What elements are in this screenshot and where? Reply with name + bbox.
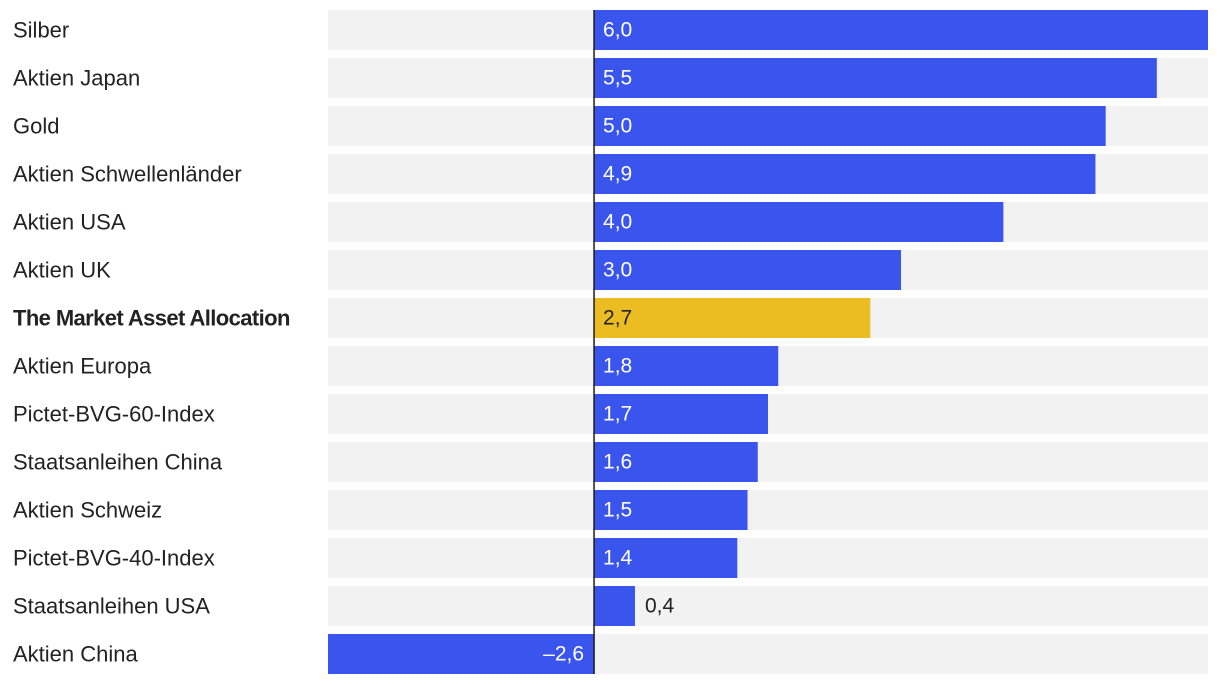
bar [594,538,738,578]
category-label: Aktien USA [13,210,126,235]
category-labels: Silber Aktien Japan Gold Aktien Schwellenlä… [13,18,291,667]
category-label: Gold [13,114,59,139]
data-label: 0,4 [645,595,675,618]
data-label: 1,4 [603,547,633,570]
bar [594,346,779,386]
category-label: Aktien Europa [13,354,152,379]
data-label: 6,0 [603,19,632,42]
bar [594,442,758,482]
data-label: 4,0 [603,211,632,234]
category-label: Staatsanleihen USA [13,594,210,619]
bar [594,586,635,626]
category-label: Aktien UK [13,258,111,283]
value-labels: 6,0 5,5 5,0 4,9 4,0 3,0 2,7 1,8 1,7 1,6 1,5 1,4 0,4 –… [543,19,674,666]
data-label: 1,5 [603,499,632,522]
category-label: Pictet-BVG-60-Index [13,402,215,427]
bar-track [328,538,1208,578]
category-label: Aktien Schwellenländer [13,162,242,187]
bars [328,10,1208,674]
category-label: Staatsanleihen China [13,450,223,475]
data-label: –2,6 [543,643,584,666]
category-label: Aktien Japan [13,66,140,91]
data-label: 2,7 [603,307,632,330]
bar [328,634,595,674]
data-label: 3,0 [603,259,632,282]
bar [594,10,1208,50]
category-label: The Market Asset Allocation [13,306,290,331]
data-label: 1,8 [603,355,632,378]
bar [594,202,1004,242]
bar [594,154,1096,194]
bar [594,58,1157,98]
bar-track [328,586,1208,626]
bar-track [328,490,1208,530]
bar [594,250,902,290]
data-label: 5,5 [603,67,632,90]
category-label: Silber [13,18,69,43]
category-label: Pictet-BVG-40-Index [13,546,215,571]
bar [594,394,768,434]
data-label: 1,6 [603,451,632,474]
category-label: Aktien China [13,642,139,667]
category-label: Aktien Schweiz [13,498,162,523]
bar [594,490,748,530]
bar [594,106,1106,146]
bar-track [328,442,1208,482]
bar-highlight [594,298,871,338]
data-label: 1,7 [603,403,632,426]
data-label: 5,0 [603,115,632,138]
data-label: 4,9 [603,163,632,186]
